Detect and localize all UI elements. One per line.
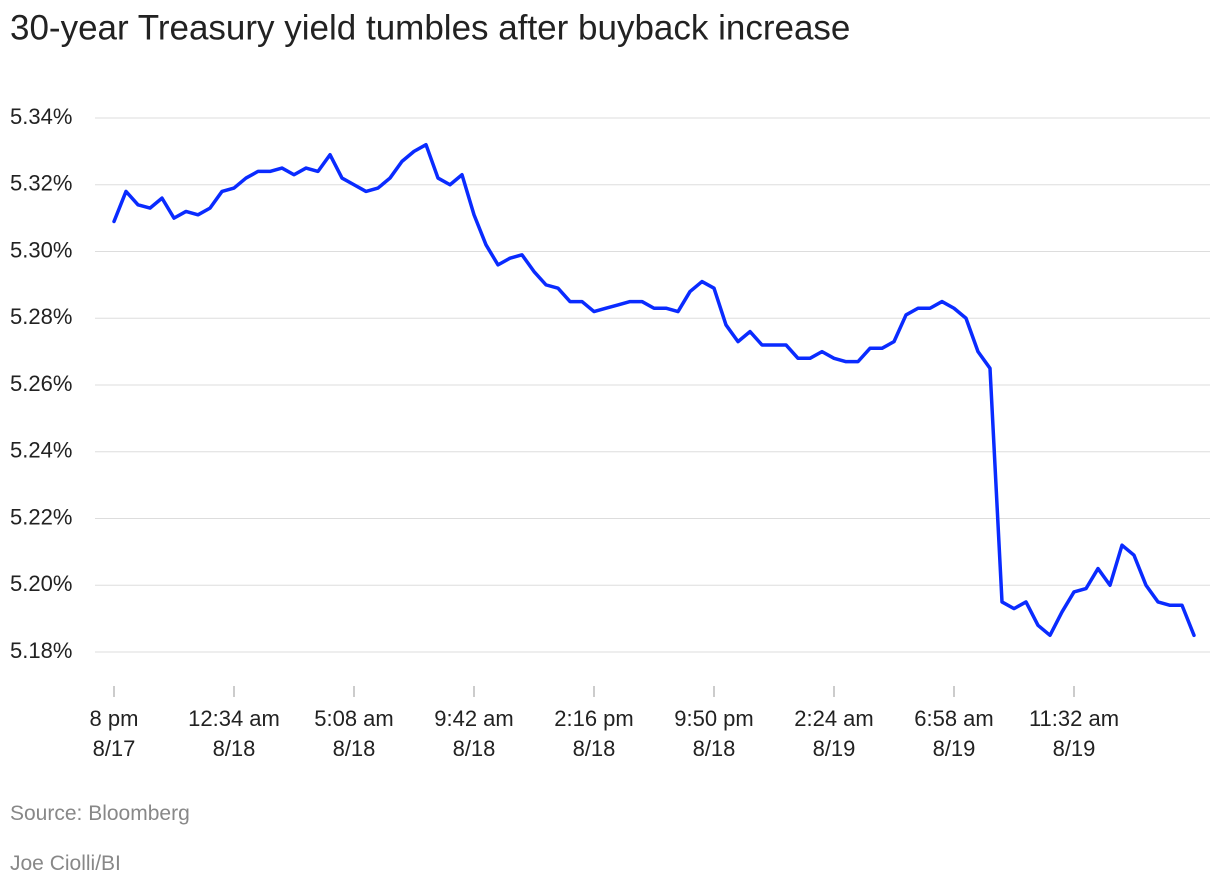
x-tick-label: 9:42 am 8/18 [434,706,514,761]
y-tick-label: 5.26% [10,371,72,396]
x-tick-label: 8 pm 8/17 [89,706,139,761]
x-tick-label: 2:24 am 8/19 [794,706,874,761]
x-tick-label: 2:16 pm 8/18 [554,706,634,761]
y-tick-label: 5.28% [10,304,72,329]
y-tick-label: 5.34% [10,104,72,129]
credit: Joe Ciolli/BI [10,852,121,875]
y-tick-label: 5.18% [10,638,72,663]
source: Source: Bloomberg [10,802,190,825]
x-tick-label: 12:34 am 8/18 [188,706,280,761]
y-tick-label: 5.24% [10,438,72,463]
x-tick-label: 9:50 pm 8/18 [674,706,754,761]
y-tick-label: 5.32% [10,171,72,196]
y-tick-label: 5.22% [10,504,72,529]
x-tick-label: 11:32 am 8/19 [1028,706,1120,761]
line [112,142,1196,638]
x-tick-label: 5:08 am 8/18 [314,706,394,761]
y-tick-label: 5.30% [10,237,72,262]
chart-title: 30-year Treasury yield tumbles after buy… [10,8,850,47]
y-tick-label: 5.20% [10,571,72,596]
x-tick-label: 6:58 am 8/19 [914,706,994,761]
